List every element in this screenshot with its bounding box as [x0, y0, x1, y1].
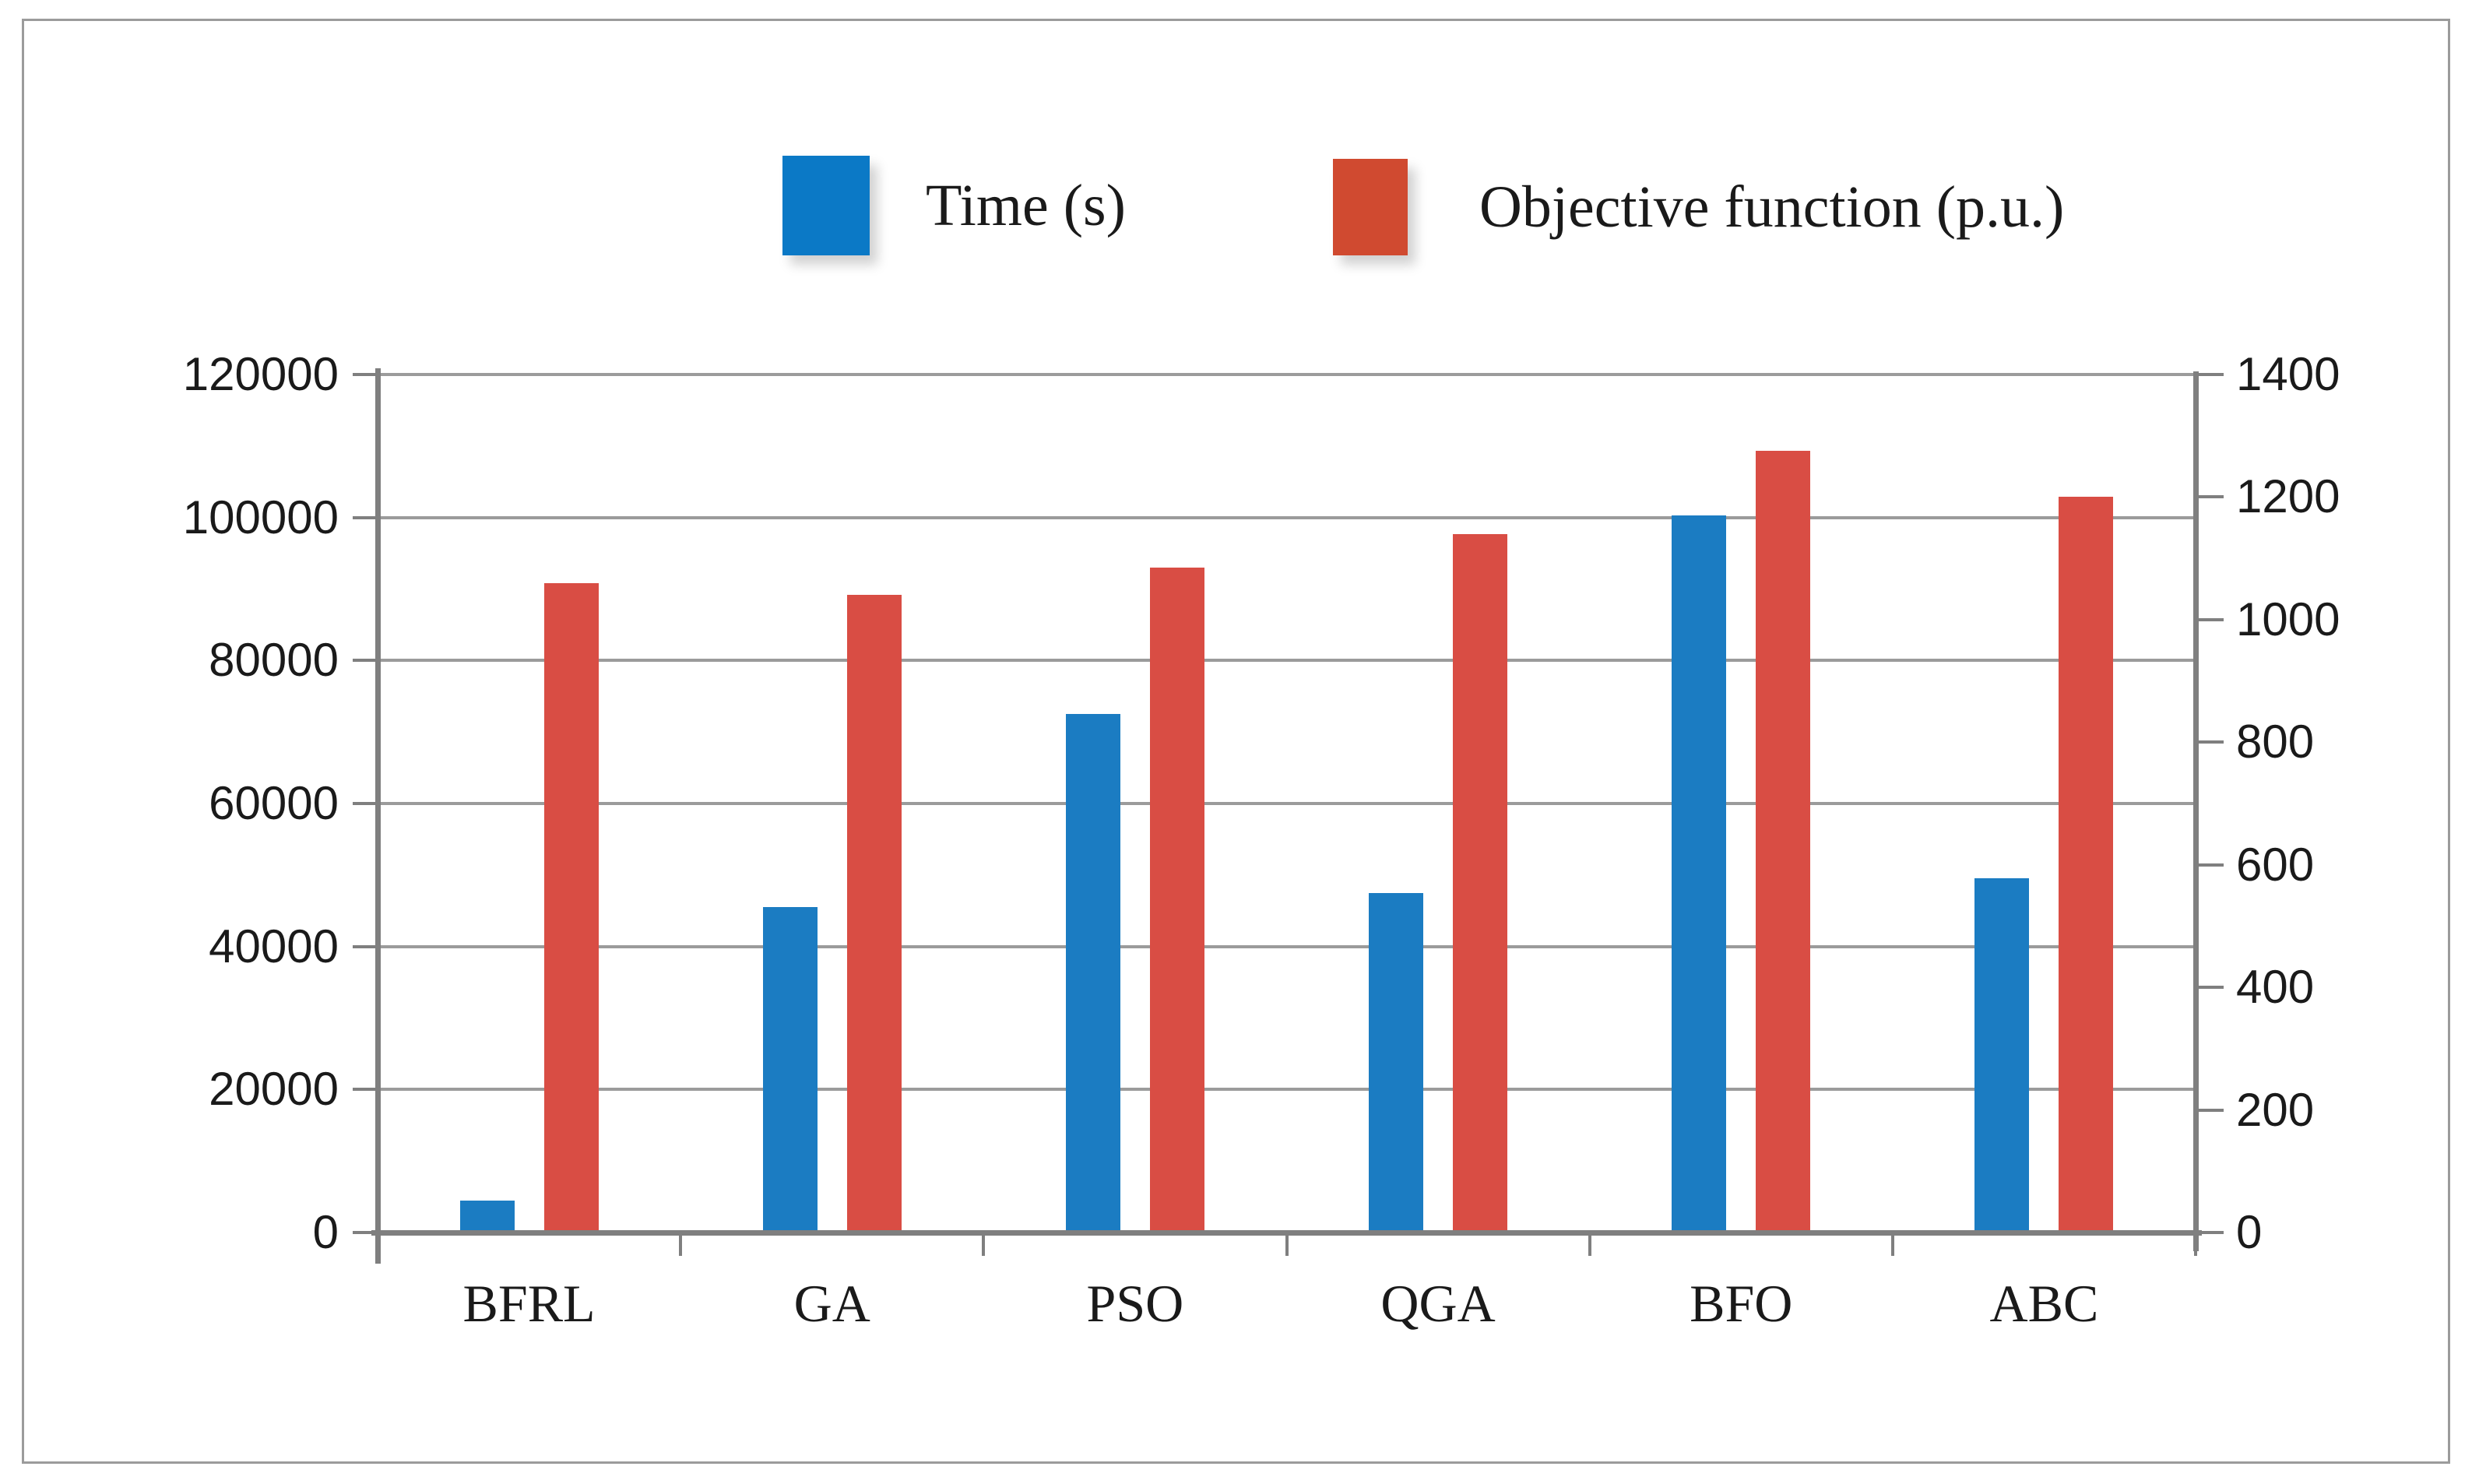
- bar-objective-BFRL: [543, 582, 599, 1233]
- y-axis-left-tick-label: 40000: [209, 920, 339, 972]
- gridline: [378, 802, 2196, 805]
- bar-objective-ABC: [2059, 497, 2114, 1233]
- y-axis-left-tick-label: 20000: [209, 1063, 339, 1116]
- y-axis-right-tick: [2199, 373, 2224, 376]
- y-axis-right-tick-label: 1400: [2236, 348, 2340, 400]
- gridline: [378, 659, 2196, 663]
- legend-label-objective: Objective function (p.u.): [1479, 174, 2065, 240]
- y-axis-left-tick: [353, 802, 378, 805]
- bar-objective-QGA: [1453, 533, 1508, 1233]
- y-axis-left-tick: [353, 1231, 378, 1234]
- y-axis-right-tick-label: 1200: [2236, 470, 2340, 523]
- y-axis-right-tick-label: 600: [2236, 838, 2315, 891]
- y-axis-right-tick-label: 800: [2236, 716, 2315, 768]
- x-axis-label-BFO: BFO: [1690, 1274, 1793, 1333]
- bar-objective-BFO: [1756, 451, 1811, 1233]
- bar-time-GA: [762, 907, 818, 1233]
- gridline: [378, 373, 2196, 376]
- y-axis-left-tick-label: 80000: [209, 634, 339, 687]
- y-axis-right-tick: [2199, 863, 2224, 867]
- y-axis-left-tick: [353, 515, 378, 519]
- y-axis-right-tick: [2199, 986, 2224, 990]
- y-axis-left-tick-label: 100000: [182, 491, 339, 543]
- x-axis-label-ABC: ABC: [1989, 1274, 2099, 1333]
- bar-objective-GA: [846, 595, 902, 1233]
- y-axis-right-tick: [2199, 740, 2224, 744]
- figure-border: [22, 19, 2450, 1464]
- y-axis-right-tick: [2199, 617, 2224, 621]
- chart-legend: Time (s) Objective function (p.u.): [0, 117, 2472, 273]
- legend-swatch-time: [782, 156, 870, 255]
- y-axis-left-tick-label: 60000: [209, 777, 339, 829]
- y-axis-left-tick: [353, 1088, 378, 1092]
- x-axis-tick: [2194, 1233, 2197, 1256]
- y-axis-right-tick: [2199, 1231, 2224, 1234]
- gridline: [378, 1088, 2196, 1092]
- gridline: [378, 515, 2196, 519]
- y-axis-right-line: [2193, 371, 2199, 1251]
- x-axis-label-GA: GA: [793, 1274, 870, 1333]
- x-axis-tick: [1285, 1233, 1289, 1256]
- y-axis-right-tick-label: 200: [2236, 1083, 2315, 1136]
- bar-time-BFO: [1672, 515, 1727, 1233]
- y-axis-right-tick: [2199, 495, 2224, 499]
- legend-item-objective: Objective function (p.u.): [1333, 159, 2064, 255]
- y-axis-left-tick-label: 0: [312, 1206, 339, 1258]
- bar-time-BFRL: [459, 1200, 515, 1233]
- x-axis-label-QGA: QGA: [1380, 1274, 1496, 1333]
- gridline: [378, 944, 2196, 948]
- x-axis-label-PSO: PSO: [1086, 1274, 1184, 1333]
- bar-objective-PSO: [1149, 567, 1204, 1233]
- y-axis-right-tick: [2199, 1108, 2224, 1112]
- y-axis-right-tick-label: 400: [2236, 961, 2315, 1014]
- legend-item-time: Time (s): [782, 156, 1126, 255]
- x-axis-tick: [1588, 1233, 1591, 1256]
- y-axis-right-tick-label: 1000: [2236, 593, 2340, 645]
- x-axis-tick: [679, 1233, 683, 1256]
- y-axis-left-tick: [353, 659, 378, 663]
- x-axis-label-BFRL: BFRL: [462, 1274, 596, 1333]
- bar-time-ABC: [1974, 878, 2030, 1233]
- bar-time-PSO: [1065, 714, 1120, 1233]
- legend-label-time: Time (s): [926, 172, 1126, 238]
- x-axis-tick: [982, 1233, 986, 1256]
- y-axis-left-tick: [353, 944, 378, 948]
- x-axis-tick: [376, 1233, 379, 1256]
- legend-swatch-objective: [1333, 159, 1408, 255]
- y-axis-left-tick-label: 120000: [182, 348, 339, 400]
- bar-time-QGA: [1369, 892, 1424, 1233]
- x-axis-tick: [1890, 1233, 1894, 1256]
- y-axis-left-line: [375, 368, 381, 1264]
- y-axis-left-tick: [353, 373, 378, 376]
- y-axis-right-tick-label: 0: [2236, 1206, 2263, 1258]
